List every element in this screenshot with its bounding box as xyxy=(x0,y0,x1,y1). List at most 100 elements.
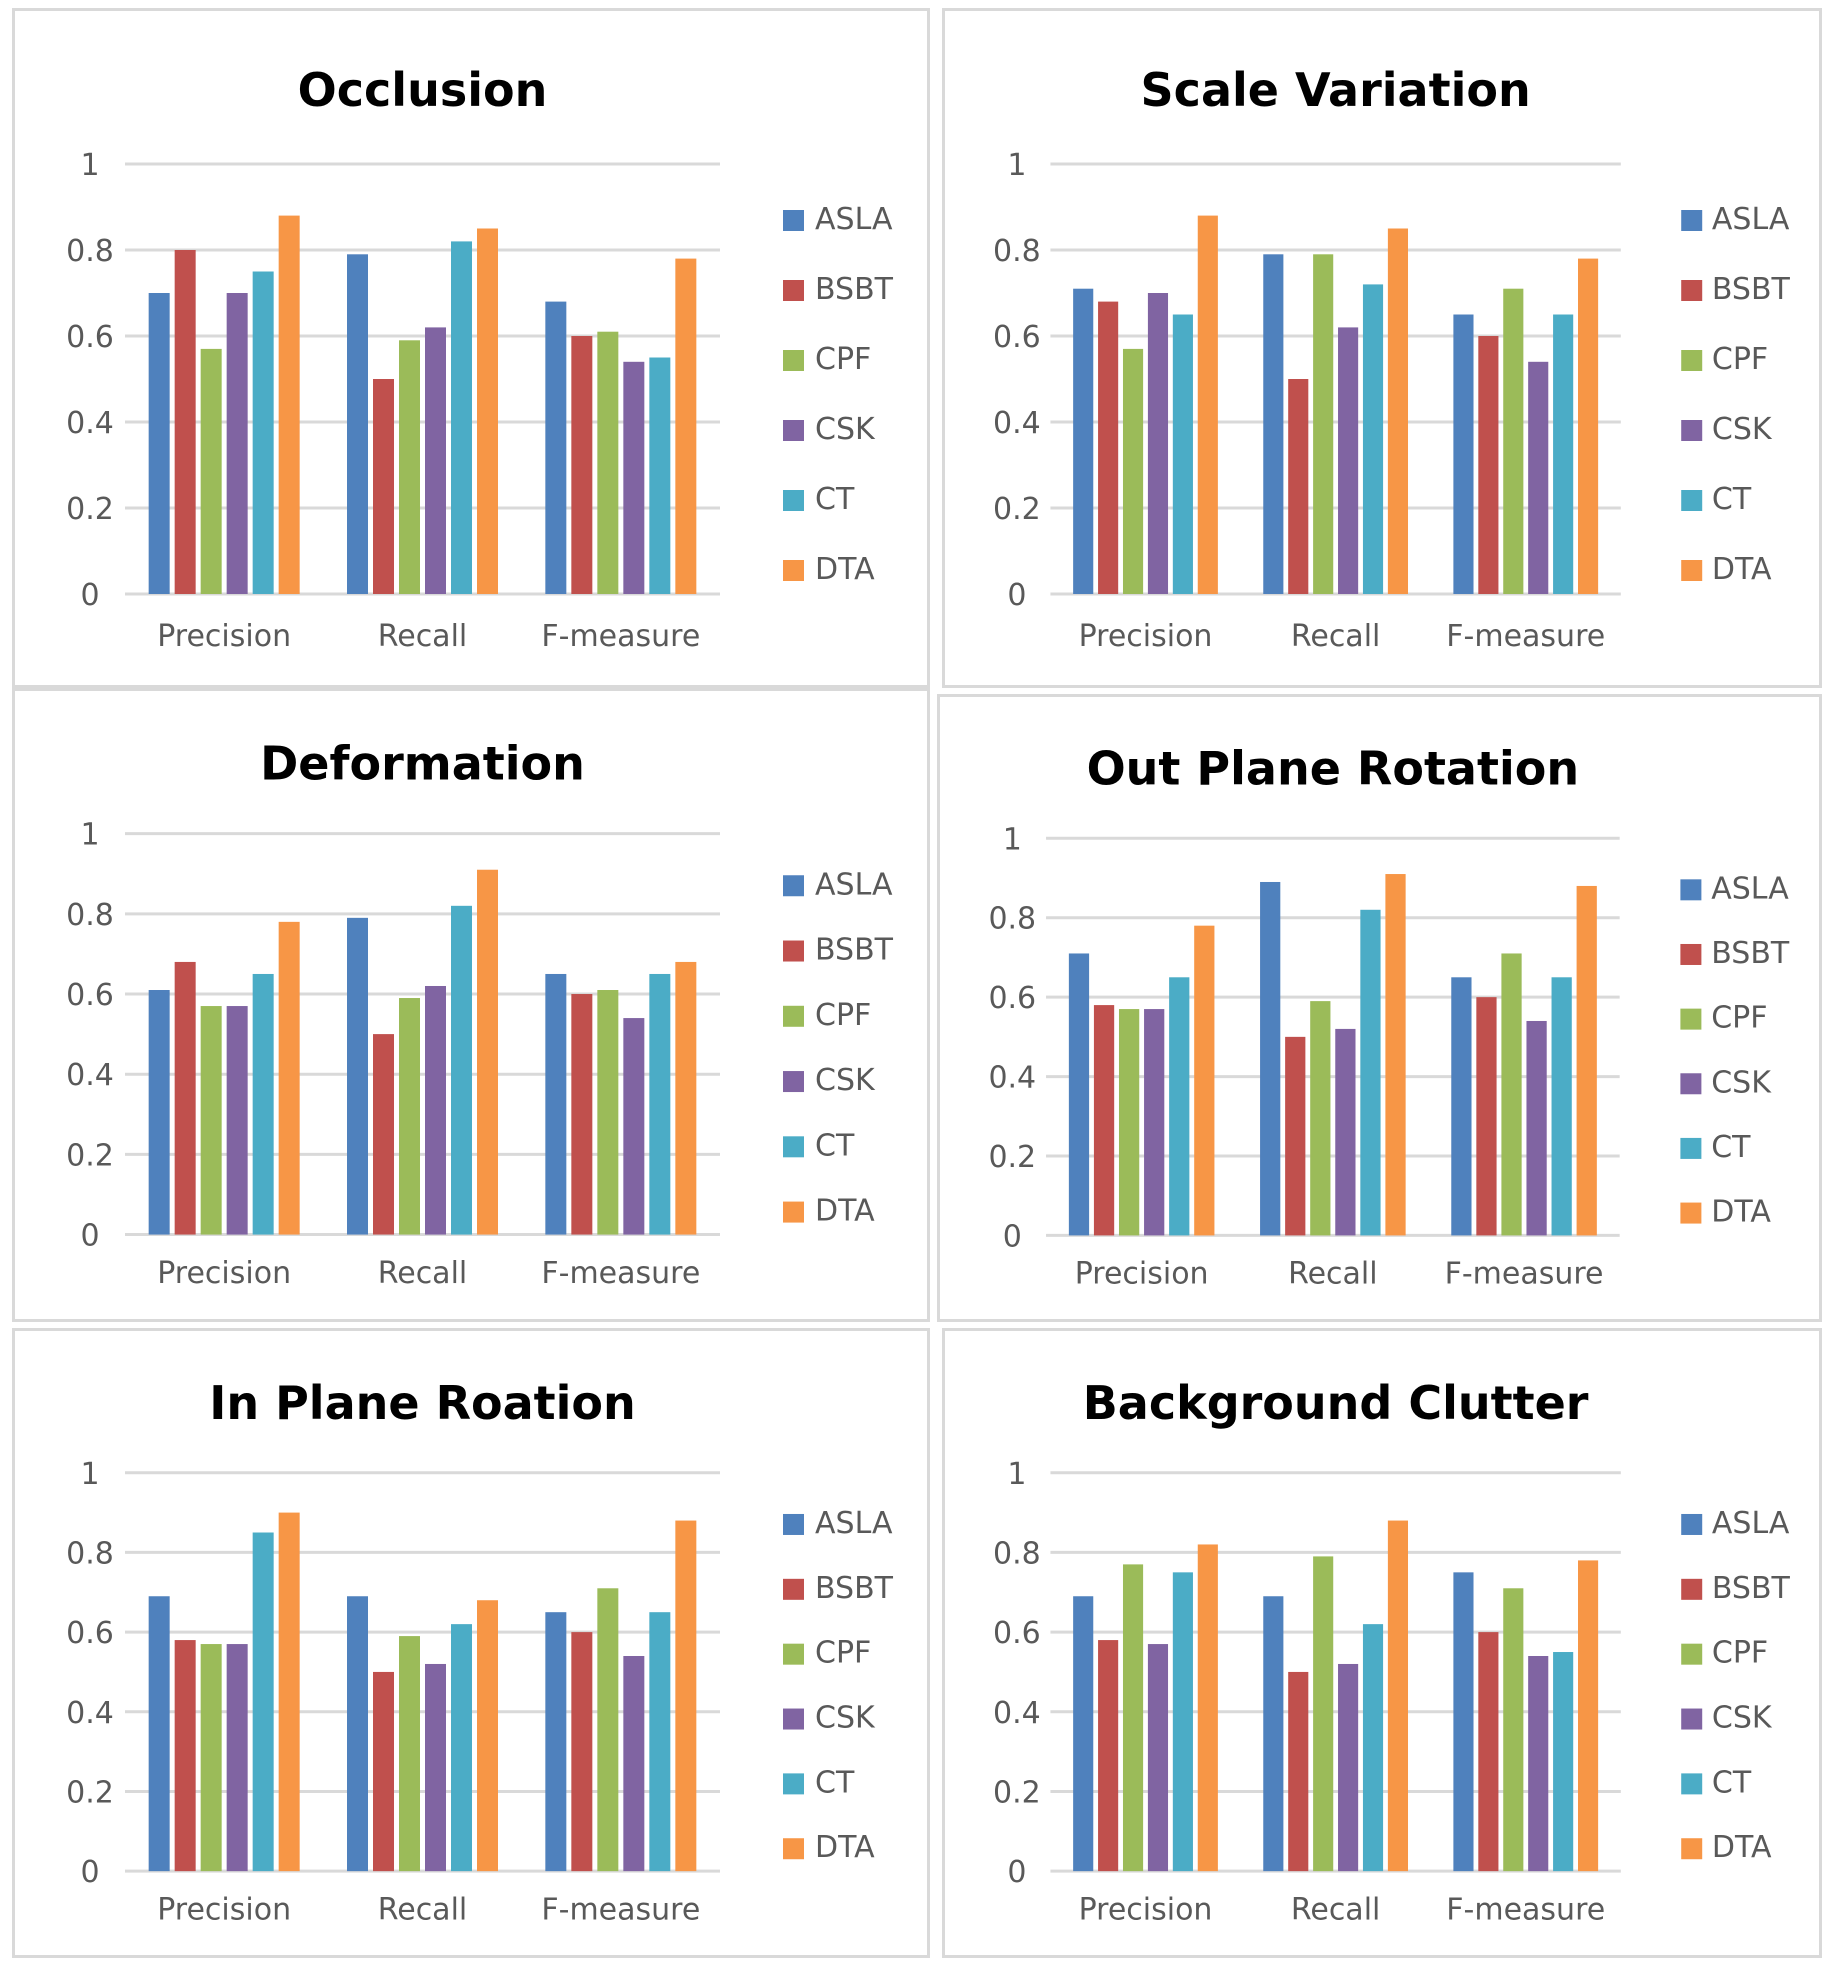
bar-cpf-precision xyxy=(200,348,222,594)
legend: ASLA BSBT CPF CSK CT DTA xyxy=(783,202,894,587)
legend-label: CPF xyxy=(1712,342,1768,377)
bar-asla-recall xyxy=(1263,1596,1284,1872)
bar-bsbt-f-measure xyxy=(571,1632,593,1872)
chart-title: In Plane Roation xyxy=(209,1376,636,1430)
bars xyxy=(148,1512,697,1872)
legend-label: ASLA xyxy=(1712,1506,1790,1541)
legend-label: CSK xyxy=(1712,412,1773,447)
bar-ct-precision xyxy=(1169,977,1190,1236)
bar-dta-recall xyxy=(1387,1520,1409,1872)
bar-dta-f-measure xyxy=(1577,258,1599,594)
legend-swatch xyxy=(783,210,804,231)
bar-bsbt-recall xyxy=(373,1671,394,1872)
x-category-label: Precision xyxy=(157,619,291,654)
chart-panel-1: Occlusion 0 0.2 0.4 0.6 0.8 1 Precision Recall F-… xyxy=(12,8,930,688)
legend-swatch xyxy=(783,1513,804,1535)
legend-label: ASLA xyxy=(815,202,893,237)
y-tick-label: 0 xyxy=(80,578,99,613)
legend-label: DTA xyxy=(1712,552,1772,587)
bar-cpf-f-measure xyxy=(1503,1588,1524,1872)
y-tick-label: 0.2 xyxy=(66,1138,114,1173)
chart-panel-3: Deformation 0 0.2 0.4 0.6 0.8 1 Precision Recall… xyxy=(12,688,930,1322)
bar-chart: In Plane Roation 0 0.2 0.4 0.6 0.8 1 Precision R… xyxy=(66,1376,894,1927)
bar-bsbt-precision xyxy=(1098,301,1119,594)
bar-asla-recall xyxy=(347,1596,368,1872)
bar-bsbt-recall xyxy=(1288,379,1309,594)
bar-dta-precision xyxy=(278,921,300,1235)
bar-asla-precision xyxy=(148,1596,170,1872)
bar-ct-recall xyxy=(1362,1624,1384,1872)
legend-swatch xyxy=(783,490,804,511)
bar-ct-precision xyxy=(1172,314,1193,594)
bar-asla-f-measure xyxy=(545,1612,567,1872)
legend-swatch xyxy=(783,1578,804,1600)
y-tick-label: 0.4 xyxy=(66,1696,114,1731)
bar-dta-f-measure xyxy=(675,961,697,1235)
bar-asla-precision xyxy=(1073,1596,1094,1872)
bar-cpf-precision xyxy=(1118,1009,1140,1236)
legend-label: ASLA xyxy=(815,867,893,902)
y-tick-label: 0.2 xyxy=(993,492,1041,527)
legend-label: CSK xyxy=(815,412,876,447)
legend-swatch xyxy=(1681,490,1703,511)
legend-swatch xyxy=(1681,1643,1703,1665)
legend-label: CT xyxy=(815,482,855,517)
legend-swatch xyxy=(1680,1137,1702,1159)
legend-swatch xyxy=(783,1201,804,1223)
bar-cpf-recall xyxy=(399,1636,420,1872)
legend-label: CPF xyxy=(815,342,871,377)
bar-cpf-recall xyxy=(399,998,420,1235)
bar-chart: Scale Variation 0 0.2 0.4 0.6 0.8 1 Precision Re… xyxy=(993,63,1791,654)
legend-swatch xyxy=(1681,560,1703,581)
bar-csk-precision xyxy=(1147,293,1169,594)
bar-csk-precision xyxy=(226,293,248,594)
bar-csk-recall xyxy=(1335,1028,1356,1236)
legend: ASLA BSBT CPF CSK CT DTA xyxy=(783,1506,894,1865)
bar-cpf-f-measure xyxy=(1501,953,1522,1236)
bar-ct-recall xyxy=(451,1624,472,1872)
bar-dta-recall xyxy=(477,228,498,594)
legend-label: CPF xyxy=(1711,1001,1767,1036)
gridlines xyxy=(1046,836,1620,1237)
legend-swatch xyxy=(1680,943,1702,965)
legend-label: DTA xyxy=(1712,1830,1772,1865)
bar-asla-f-measure xyxy=(1453,314,1474,594)
x-category-label: Recall xyxy=(378,619,468,654)
legend-swatch xyxy=(783,350,804,371)
x-category-label: F-measure xyxy=(541,1256,700,1291)
chart-panel-5: In Plane Roation 0 0.2 0.4 0.6 0.8 1 Precision R… xyxy=(12,1328,930,1958)
bar-ct-precision xyxy=(252,1532,274,1872)
bar-csk-f-measure xyxy=(623,1018,645,1235)
y-tick-label: 1 xyxy=(1007,1457,1026,1492)
legend-swatch xyxy=(1681,1708,1703,1730)
bar-bsbt-precision xyxy=(1093,1005,1115,1236)
bar-dta-recall xyxy=(1387,228,1409,594)
x-category-label: Precision xyxy=(157,1256,291,1291)
bar-ct-recall xyxy=(1360,909,1381,1236)
bar-csk-f-measure xyxy=(623,1656,645,1872)
x-category-label: F-measure xyxy=(541,1892,700,1927)
legend-label: BSBT xyxy=(1712,272,1791,307)
legend-swatch xyxy=(1681,1838,1703,1860)
legend-label: CPF xyxy=(815,1636,871,1671)
bar-bsbt-recall xyxy=(373,1034,394,1235)
bar-csk-recall xyxy=(1338,1663,1359,1872)
legend-label: CT xyxy=(815,1765,855,1800)
legend-swatch xyxy=(783,940,804,962)
y-tick-label: 0 xyxy=(1007,578,1026,613)
bar-csk-recall xyxy=(425,985,446,1235)
y-tick-label: 0.6 xyxy=(66,320,114,355)
y-tick-label: 0.6 xyxy=(66,978,114,1013)
bar-asla-f-measure xyxy=(1451,977,1472,1236)
legend-swatch xyxy=(1680,879,1702,901)
legend-swatch xyxy=(783,560,804,581)
x-category-label: Recall xyxy=(1288,1256,1378,1291)
legend-swatch xyxy=(783,1005,804,1027)
bar-bsbt-recall xyxy=(1285,1036,1306,1236)
bars xyxy=(148,215,697,595)
bar-ct-f-measure xyxy=(649,357,671,594)
bar-cpf-recall xyxy=(1310,1001,1331,1236)
y-tick-label: 0.4 xyxy=(66,1058,114,1093)
legend-label: DTA xyxy=(1711,1195,1771,1230)
legend-label: CT xyxy=(1712,1765,1752,1800)
